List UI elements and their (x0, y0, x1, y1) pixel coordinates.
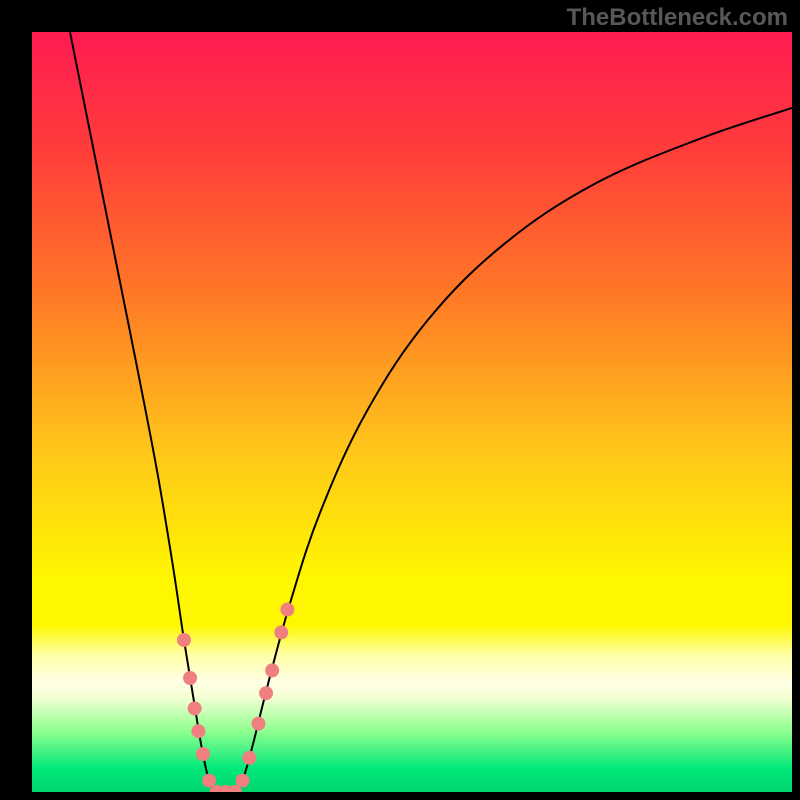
data-marker (177, 633, 191, 647)
data-marker (259, 686, 273, 700)
data-marker (202, 774, 216, 788)
data-marker (274, 625, 288, 639)
data-marker (188, 701, 202, 715)
data-marker (191, 724, 205, 738)
data-marker (236, 774, 250, 788)
data-marker (242, 751, 256, 765)
data-marker (183, 671, 197, 685)
plot-area (32, 32, 792, 792)
data-marker (196, 747, 210, 761)
data-marker (280, 603, 294, 617)
curve-right-branch (235, 108, 792, 792)
data-marker (251, 717, 265, 731)
watermark-text: TheBottleneck.com (567, 4, 788, 32)
data-marker (265, 663, 279, 677)
chart-overlay (32, 32, 792, 792)
chart-container: TheBottleneck.com (0, 0, 800, 800)
